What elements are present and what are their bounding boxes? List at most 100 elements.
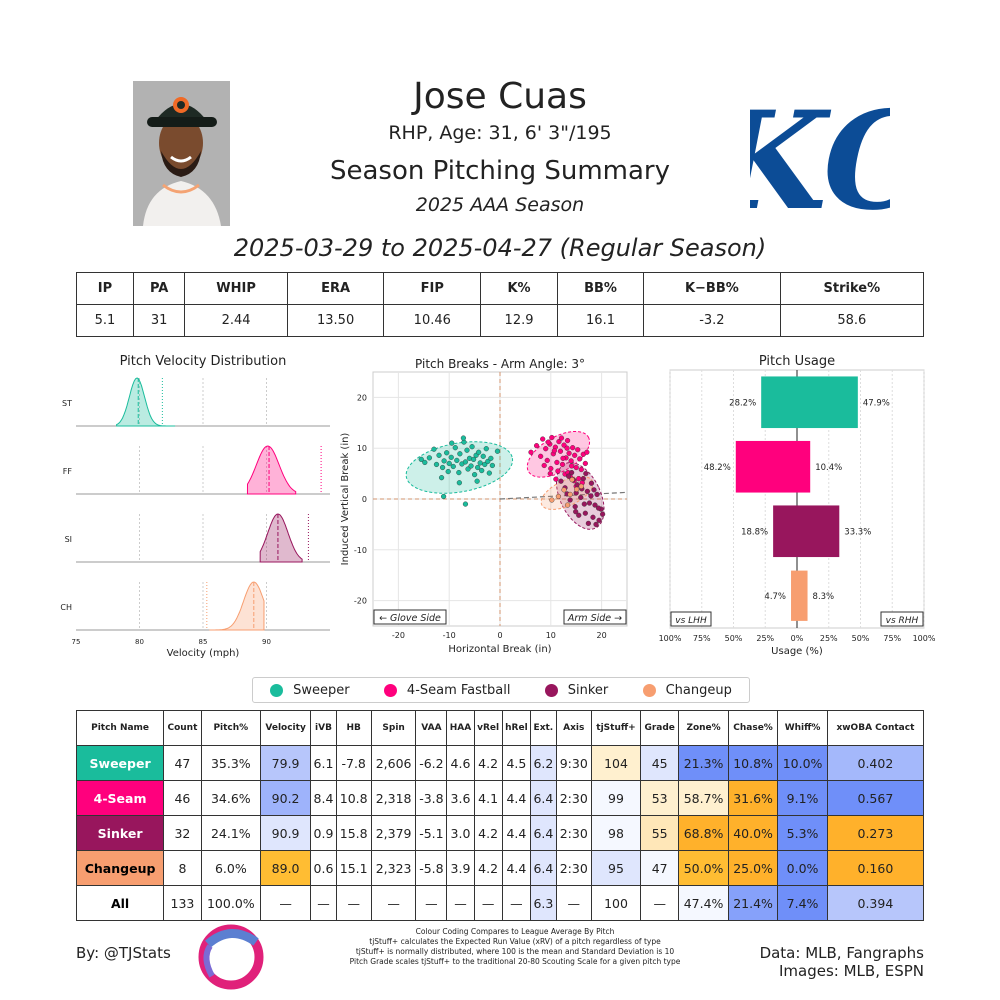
pitch-table-cell: 8 bbox=[163, 850, 202, 886]
pitch-table-cell: 4.6 bbox=[446, 745, 475, 781]
break-point bbox=[560, 455, 566, 461]
break-point bbox=[470, 456, 477, 462]
footnote-line: tjStuff+ is normally distributed, where … bbox=[355, 947, 675, 956]
pitch-table-cell: -6.2 bbox=[415, 745, 448, 781]
velocity-tick-label: 80 bbox=[135, 638, 144, 646]
pitch-name-cell: 4-Seam bbox=[75, 780, 165, 816]
pitch-table-cell: 4.1 bbox=[473, 780, 503, 816]
tjstats-logo bbox=[198, 924, 264, 990]
player-name: Jose Cuas bbox=[413, 76, 587, 117]
break-point bbox=[465, 466, 471, 472]
break-point bbox=[582, 460, 588, 467]
break-point bbox=[553, 476, 559, 482]
break-y-tick: 10 bbox=[357, 444, 367, 453]
table-row: All 133 100.0% — — — — — — — —6.3—100—47.4% 21.4% 7.… bbox=[75, 885, 925, 921]
pitch-table-cell: 68.8% bbox=[678, 815, 729, 851]
pitch-table-cell: — bbox=[446, 885, 475, 921]
pitch-table-cell: 10.8% bbox=[727, 745, 779, 781]
pitch-table-cell: 0.6 bbox=[310, 850, 337, 886]
break-y-tick: -20 bbox=[354, 597, 367, 606]
usage-rhh-value: 47.9% bbox=[863, 398, 890, 408]
break-point bbox=[540, 436, 546, 442]
pitch-table-cell: 0.394 bbox=[826, 885, 925, 921]
break-point bbox=[581, 501, 587, 507]
break-point bbox=[584, 488, 590, 494]
usage-lhh-value: 28.2% bbox=[729, 398, 756, 408]
break-x-tick: -10 bbox=[443, 631, 456, 640]
break-point bbox=[549, 434, 555, 441]
break-cluster-ellipse bbox=[405, 441, 514, 494]
velocity-density-area bbox=[246, 445, 297, 495]
break-point bbox=[541, 462, 547, 469]
usage-x-tick: 0% bbox=[791, 634, 804, 643]
velocity-tick-label: 90 bbox=[262, 638, 271, 646]
legend-label: 4-Seam Fastball bbox=[406, 682, 511, 698]
break-point bbox=[528, 449, 534, 455]
break-point bbox=[439, 464, 446, 471]
pitch-metrics-table: Pitch Name Count Pitch% Velocity iVB HB Spin VA… bbox=[75, 710, 925, 921]
break-point bbox=[457, 451, 463, 457]
pitch-table-cell: — bbox=[415, 885, 448, 921]
pitch-table-header-cell: Ext. bbox=[530, 710, 557, 746]
pitch-table-cell: -3.8 bbox=[415, 780, 448, 816]
pitch-table-header: Pitch Name Count Pitch% Velocity iVB HB Spin VA… bbox=[75, 710, 925, 746]
velocity-row-label: FF bbox=[63, 467, 73, 476]
pitch-table-cell: 95 bbox=[590, 850, 642, 886]
break-point bbox=[547, 470, 553, 477]
break-point bbox=[578, 483, 584, 489]
pitch-table-cell: 3.6 bbox=[446, 780, 475, 816]
break-point bbox=[548, 465, 554, 472]
pitch-table-cell: 46 bbox=[163, 780, 202, 816]
pitch-table-cell: -5.1 bbox=[415, 815, 448, 851]
break-point bbox=[468, 463, 474, 469]
legend-item: Sinker bbox=[544, 683, 608, 698]
pitch-table-cell: 34.6% bbox=[200, 780, 261, 816]
pitch-table-header-cell: VAA bbox=[415, 710, 448, 746]
break-point bbox=[479, 467, 485, 474]
break-point bbox=[441, 458, 447, 464]
pitch-table-cell: 9:30 bbox=[555, 745, 592, 781]
pitch-table-cell: 0.567 bbox=[826, 780, 925, 816]
velocity-density-area bbox=[259, 513, 303, 563]
pitch-table-cell: -7.8 bbox=[335, 745, 372, 781]
pitch-table-cell: 31.6% bbox=[727, 780, 779, 816]
pitch-table-cell: 21.4% bbox=[727, 885, 779, 921]
break-point bbox=[564, 437, 571, 444]
summary-title: Season Pitching Summary bbox=[329, 156, 671, 186]
table-row: Sinker 32 24.1% 90.9 0.9 15.8 2,379 -5.1 3.0 4.2 4… bbox=[75, 815, 925, 851]
summary-header-cell: K−BB% bbox=[643, 272, 781, 305]
pitch-table-cell: 100.0% bbox=[200, 885, 261, 921]
pitch-name-cell: Changeup bbox=[75, 850, 165, 886]
break-point bbox=[444, 450, 450, 456]
usage-bar-rhh bbox=[797, 570, 808, 621]
arm-angle-line bbox=[499, 491, 628, 500]
break-point bbox=[448, 454, 454, 460]
break-point bbox=[568, 458, 574, 464]
pitch-table-cell: 6.4 bbox=[530, 815, 557, 851]
pitch-table-cell: 6.4 bbox=[530, 850, 557, 886]
pitch-table-cell: — bbox=[640, 885, 680, 921]
pitch-table-cell: 6.2 bbox=[530, 745, 557, 781]
pitch-table-cell: 5.3% bbox=[777, 815, 828, 851]
velocity-density-area bbox=[209, 581, 265, 631]
pitch-table-header-cell: vRel bbox=[473, 710, 503, 746]
legend-marker bbox=[642, 683, 656, 697]
pitch-table-header-cell: Axis bbox=[555, 710, 592, 746]
break-point bbox=[572, 504, 578, 510]
usage-rhh-value: 33.3% bbox=[844, 527, 871, 537]
break-point bbox=[595, 505, 602, 511]
break-point bbox=[450, 463, 456, 470]
pitch-table-cell: 99 bbox=[590, 780, 642, 816]
pitch-name-cell: Sweeper bbox=[75, 745, 165, 781]
usage-x-tick: 25% bbox=[756, 634, 774, 643]
break-point bbox=[564, 502, 571, 508]
pitch-name-cell: Sinker bbox=[75, 815, 165, 851]
velocity-row-label: CH bbox=[60, 603, 72, 612]
velocity-x-label: Velocity (mph) bbox=[167, 648, 240, 659]
break-x-tick: 20 bbox=[597, 631, 607, 640]
break-point bbox=[554, 459, 560, 466]
legend-marker bbox=[270, 683, 284, 697]
break-point bbox=[544, 457, 550, 463]
usage-bar-lhh bbox=[735, 440, 797, 493]
break-point bbox=[538, 453, 544, 459]
